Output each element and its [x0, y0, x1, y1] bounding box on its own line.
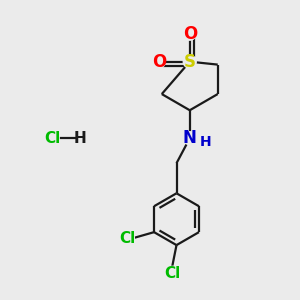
Text: H: H — [200, 135, 212, 149]
Text: Cl: Cl — [164, 266, 180, 281]
Text: N: N — [183, 129, 197, 147]
Text: O: O — [152, 53, 166, 71]
Text: S: S — [184, 53, 196, 71]
Circle shape — [165, 266, 179, 281]
Text: O: O — [183, 25, 197, 43]
Circle shape — [183, 27, 196, 40]
Circle shape — [183, 55, 196, 68]
Circle shape — [201, 136, 211, 147]
Circle shape — [152, 55, 165, 68]
Text: H: H — [74, 131, 87, 146]
Circle shape — [120, 231, 134, 245]
Text: Cl: Cl — [119, 230, 135, 245]
Circle shape — [183, 132, 196, 145]
Text: Cl: Cl — [45, 131, 61, 146]
